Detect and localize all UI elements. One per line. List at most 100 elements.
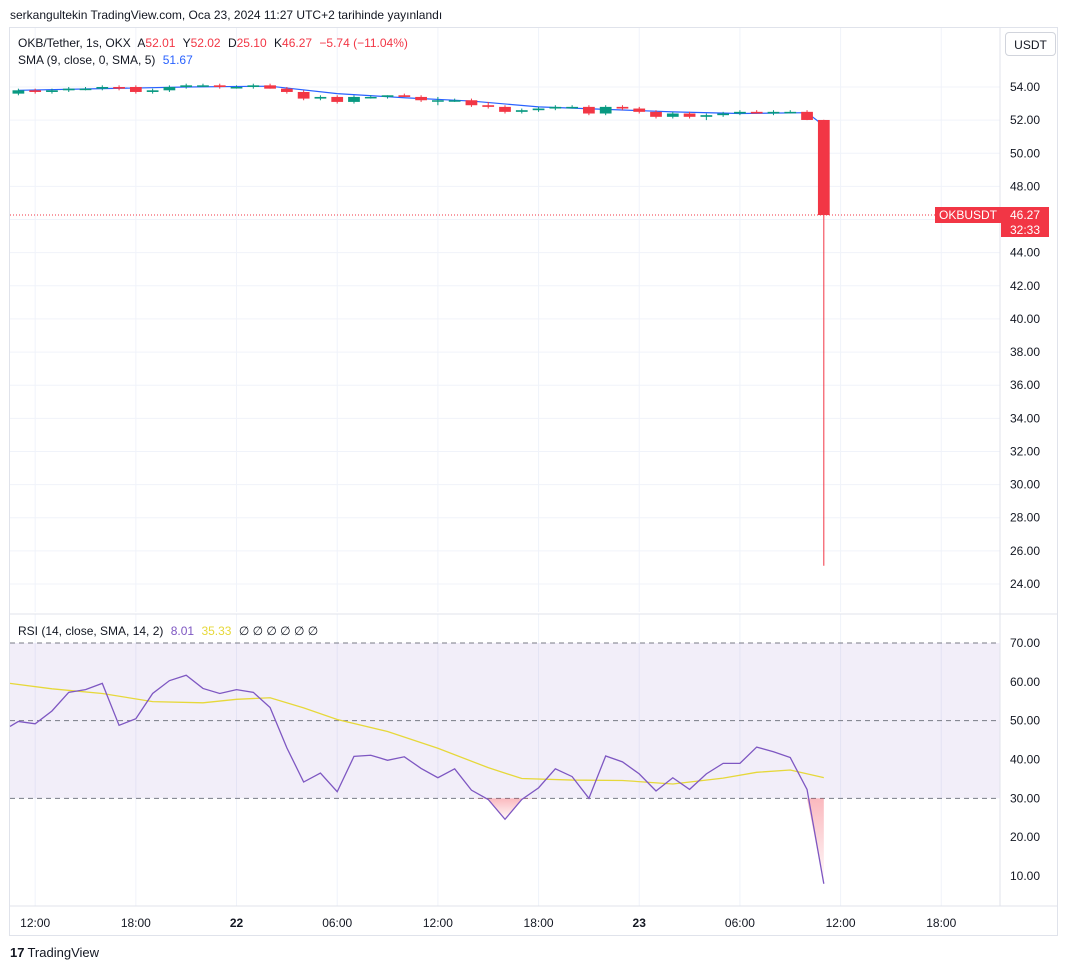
rsi-label: RSI (14, close, SMA, 14, 2) — [18, 624, 164, 638]
candle-up — [364, 96, 377, 99]
close-label: K — [274, 36, 283, 50]
time-tick-label: 12:00 — [423, 916, 453, 930]
candle-down — [633, 108, 646, 112]
candle-up — [381, 95, 394, 97]
candle-down — [616, 106, 629, 109]
price-tick-label: 32.00 — [1010, 444, 1040, 458]
candle-up — [247, 85, 260, 87]
chart-frame — [9, 27, 1058, 936]
ohlc-open: A52.01 — [137, 36, 175, 50]
candle-up — [784, 111, 797, 114]
candle-down — [280, 88, 293, 92]
candle-up — [96, 87, 109, 89]
candle-down — [264, 85, 276, 89]
candle-up — [146, 90, 159, 92]
time-tick-label: 18:00 — [121, 916, 151, 930]
ohlc-close: K46.27 — [274, 36, 312, 50]
price-pane — [10, 83, 1000, 566]
candle-up — [12, 90, 25, 94]
candle-up — [46, 90, 58, 92]
tradingview-logo-icon: 17 — [10, 945, 25, 960]
rsi-ma-line — [9, 682, 824, 785]
low-value: 25.10 — [236, 36, 267, 50]
change-value: −5.74 (−11.04%) — [319, 36, 408, 50]
price-tick-label: 42.00 — [1010, 279, 1040, 293]
rsi-extra-values: ∅ ∅ ∅ ∅ ∅ ∅ — [238, 624, 319, 638]
axes: 54.0052.0050.0048.0046.0044.0042.0040.00… — [10, 28, 1057, 930]
sma-legend: SMA (9, close, 0, SMA, 5) 51.67 — [18, 53, 197, 67]
candle-up — [314, 96, 327, 99]
rsi-value: 8.01 — [170, 624, 195, 638]
symbol-price-tag: OKBUSDT — [935, 207, 1002, 223]
price-tick-label: 36.00 — [1010, 378, 1040, 392]
price-tick-label: 26.00 — [1010, 544, 1040, 558]
brand-name: TradingView — [27, 945, 100, 960]
time-tick-label: 23 — [633, 916, 647, 930]
rsi-oversold-fill — [521, 798, 539, 800]
rsi-tick-label: 30.00 — [1010, 791, 1040, 805]
price-tick-label: 34.00 — [1010, 411, 1040, 425]
rsi-tick-label: 50.00 — [1010, 714, 1040, 728]
high-value: 52.02 — [190, 36, 221, 50]
candle-up — [767, 111, 780, 114]
rsi-oversold-fill — [471, 798, 489, 800]
candle-up — [448, 100, 461, 102]
candle-up — [700, 115, 713, 117]
rsi-tick-label: 10.00 — [1010, 869, 1040, 883]
symbol-label: OKB/Tether, 1s, OKX — [18, 36, 131, 50]
open-label: A — [137, 36, 146, 50]
currency-button[interactable]: USDT — [1005, 32, 1056, 56]
main-legend: OKB/Tether, 1s, OKX A52.01 Y52.02 D25.10… — [18, 36, 412, 50]
rsi-tick-label: 20.00 — [1010, 830, 1040, 844]
time-tick-label: 18:00 — [926, 916, 956, 930]
high-label: Y — [182, 36, 191, 50]
candle-up — [62, 88, 75, 91]
sma-label: SMA (9, close, 0, SMA, 5) — [18, 53, 156, 67]
rsi-pane — [9, 642, 1000, 884]
candle-up — [666, 113, 679, 117]
candle-down — [398, 95, 411, 97]
publish-info: serkangultekin TradingView.com, Oca 23, … — [10, 8, 443, 22]
candle-down — [297, 91, 310, 99]
candle-down — [683, 113, 696, 117]
candle-up — [599, 106, 612, 114]
candle-up — [717, 113, 730, 116]
price-tick-label: 44.00 — [1010, 246, 1040, 260]
candle-up — [532, 108, 545, 111]
open-value: 52.01 — [145, 36, 176, 50]
close-value: 46.27 — [282, 36, 313, 50]
price-tick-label: 38.00 — [1010, 345, 1040, 359]
candle-down — [482, 105, 495, 107]
time-tick-label: 12:00 — [826, 916, 856, 930]
candle-down — [583, 106, 595, 114]
low-label: D — [227, 36, 237, 50]
time-tick-label: 06:00 — [725, 916, 755, 930]
candle-up — [734, 111, 746, 114]
rsi-legend: RSI (14, close, SMA, 14, 2) 8.01 35.33 ∅… — [18, 624, 322, 638]
candle-up — [180, 85, 193, 87]
rsi-ma-value: 35.33 — [201, 624, 232, 638]
candle-down — [499, 106, 511, 112]
price-tick-label: 30.00 — [1010, 478, 1040, 492]
price-tick-label: 28.00 — [1010, 511, 1040, 525]
candle-down — [465, 100, 478, 106]
price-tick-label: 50.00 — [1010, 146, 1040, 160]
candle-down — [213, 85, 226, 87]
candle-down — [331, 96, 344, 102]
candle-down — [801, 111, 813, 120]
rsi-tick-label: 40.00 — [1010, 753, 1040, 767]
time-tick-label: 22 — [230, 916, 244, 930]
price-tick-label: 54.00 — [1010, 80, 1040, 94]
candle-down — [817, 119, 830, 216]
rsi-tick-label: 60.00 — [1010, 675, 1040, 689]
candle-up — [566, 106, 578, 109]
candle-down — [129, 87, 142, 92]
last-price-label: 46.27 — [1001, 207, 1049, 223]
bar-countdown-label: 32:33 — [1001, 223, 1049, 237]
tradingview-footer[interactable]: 17 TradingView — [10, 945, 99, 960]
candle-up — [163, 87, 176, 91]
time-tick-label: 18:00 — [524, 916, 554, 930]
main-gridlines — [10, 28, 1000, 906]
ohlc-low: D25.10 — [228, 36, 267, 50]
